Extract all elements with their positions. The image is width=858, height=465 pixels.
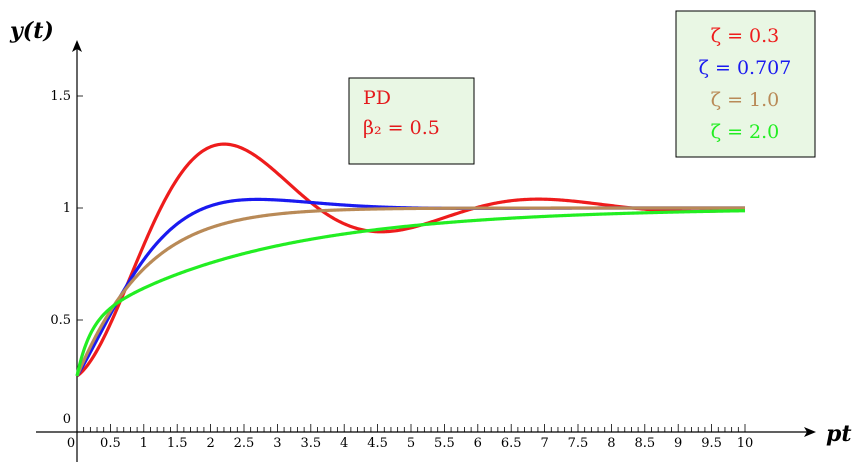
annotation-line-2: β₂ = 0.5 [363, 117, 440, 139]
legend-frame [675, 10, 816, 158]
ticks: 0 0.5 1 1.5 2 2.5 3 3.5 4 4.5 5 5.5 6 6.5 7 7.5 8 8.5 9 9.5… [50, 89, 753, 451]
x-tick-label: 2 [206, 436, 214, 451]
annotation-frame [348, 77, 475, 165]
x-tick-label: 3 [273, 436, 281, 451]
x-tick-label: 5.5 [434, 436, 455, 451]
y-tick-label: 1 [63, 201, 71, 216]
x-tick-label: 7 [540, 436, 548, 451]
y-axis-title: y(t) [9, 18, 54, 44]
annotation-box: PD β₂ = 0.5 [348, 77, 475, 165]
x-tick-label: 0.5 [100, 436, 121, 451]
x-tick-label: 3.5 [300, 436, 321, 451]
x-tick-label: 2.5 [234, 436, 255, 451]
legend-entry: ζ = 0.3 [711, 25, 780, 47]
axes [36, 40, 816, 462]
x-tick-label: 8.5 [634, 436, 655, 451]
x-tick-label: 1 [140, 436, 148, 451]
y-tick-label: 1.5 [50, 89, 71, 104]
x-tick-label: 7.5 [568, 436, 589, 451]
x-tick-label: 9 [674, 436, 682, 451]
x-tick-label: 9.5 [701, 436, 722, 451]
x-tick-label: 4.5 [367, 436, 388, 451]
y-tick-label: 0 [63, 412, 71, 427]
legend-entry: ζ = 0.707 [699, 57, 792, 79]
legend: ζ = 0.3 ζ = 0.707 ζ = 1.0 ζ = 2.0 [675, 10, 816, 158]
x-axis-title: pt [826, 421, 852, 447]
x-tick-label: 4 [340, 436, 348, 451]
x-axis-arrow [804, 427, 816, 437]
annotation-line-1: PD [363, 87, 391, 109]
y-axis-arrow [72, 40, 82, 52]
x-tick-label: 6.5 [501, 436, 522, 451]
x-tick-label: 5 [407, 436, 415, 451]
y-tick-label: 0.5 [50, 313, 71, 328]
response-curves [75, 142, 746, 378]
x-tick-label: 0 [67, 436, 75, 451]
x-tick-label: 1.5 [167, 436, 188, 451]
x-tick-label: 8 [607, 436, 615, 451]
legend-entry: ζ = 2.0 [711, 121, 780, 143]
series-line [75, 209, 746, 377]
x-tick-label: 10 [737, 436, 754, 451]
series-line [75, 206, 746, 377]
legend-entry: ζ = 1.0 [711, 89, 780, 111]
series-line [76, 142, 746, 378]
x-tick-label: 6 [474, 436, 482, 451]
